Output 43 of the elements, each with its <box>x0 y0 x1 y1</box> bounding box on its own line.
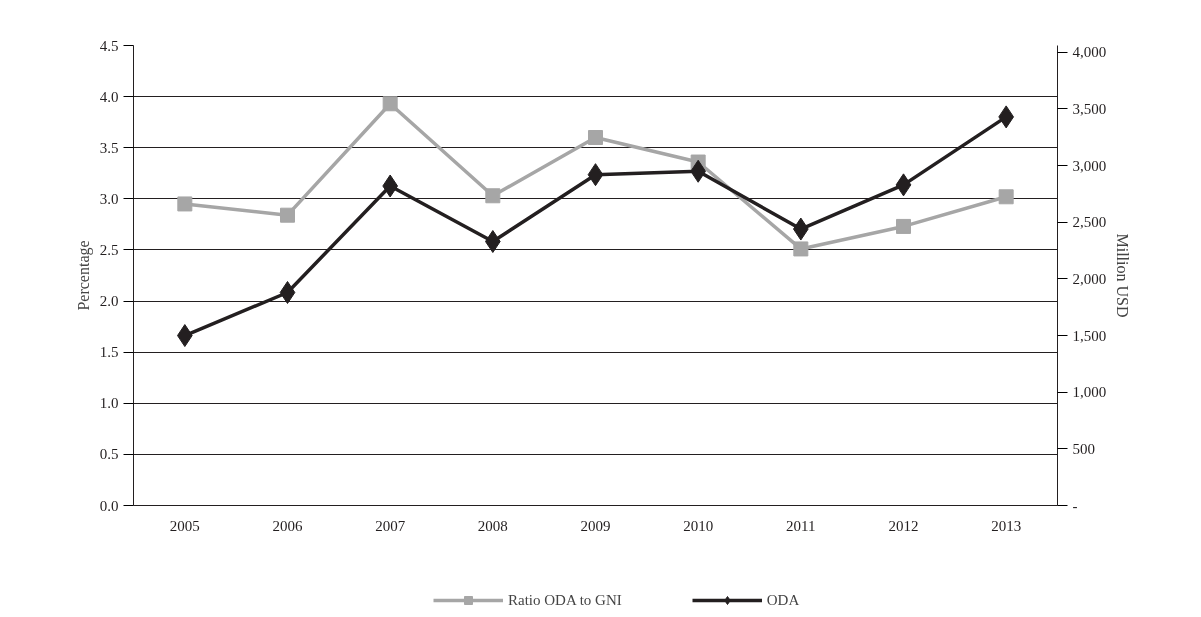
y-tick-label: 0.5 <box>99 446 119 463</box>
point <box>998 189 1014 205</box>
legend-label: Ratio ODA to GNI <box>508 591 622 609</box>
y-axis-title: Percentage <box>74 240 93 311</box>
y-tick-label: 1.5 <box>99 344 119 361</box>
y-tick-label: 3.0 <box>99 190 119 207</box>
y-tick-label: 3.5 <box>99 139 119 156</box>
y-tick-label: 2.0 <box>99 293 119 310</box>
y2-tick-label: 4,000 <box>1072 44 1107 61</box>
point <box>382 96 398 112</box>
y2-tick-label: 2,000 <box>1072 270 1107 287</box>
y2-tick-label: 2,500 <box>1072 214 1107 231</box>
point <box>587 163 604 187</box>
y-tick-label: 2.5 <box>99 241 119 258</box>
y2-tick-label: - <box>1072 497 1078 514</box>
point <box>896 218 911 234</box>
y2-tick-label: 1,500 <box>1072 327 1107 344</box>
x-tick-label: 2013 <box>991 517 1022 534</box>
point <box>793 241 809 257</box>
x-tick-label: 2005 <box>169 517 200 534</box>
x-tick-label: 2006 <box>272 517 303 534</box>
y2-tick-label: 500 <box>1072 440 1095 457</box>
point <box>280 207 295 223</box>
point <box>485 188 501 204</box>
y-tick-label: 0.0 <box>99 497 119 514</box>
y-tick-label: 4.5 <box>99 37 119 54</box>
point <box>177 196 193 212</box>
y2-tick-label: 3,000 <box>1072 157 1107 174</box>
x-tick-label: 2009 <box>580 517 611 534</box>
x-tick-label: 2008 <box>477 517 508 534</box>
y2-tick-label: 3,500 <box>1072 100 1107 117</box>
y2-tick-label: 1,000 <box>1072 384 1107 401</box>
legend-label: ODA <box>766 591 800 609</box>
y-tick-label: 1.0 <box>99 395 119 412</box>
y-tick-label: 4.0 <box>99 88 119 105</box>
x-tick-label: 2011 <box>786 517 816 534</box>
point <box>895 173 912 197</box>
x-tick-label: 2010 <box>683 517 714 534</box>
y2-axis-title: Million USD <box>1114 233 1132 318</box>
x-tick-label: 2012 <box>888 517 919 534</box>
x-tick-label: 2007 <box>375 517 406 534</box>
point <box>279 281 296 304</box>
point <box>588 130 603 145</box>
